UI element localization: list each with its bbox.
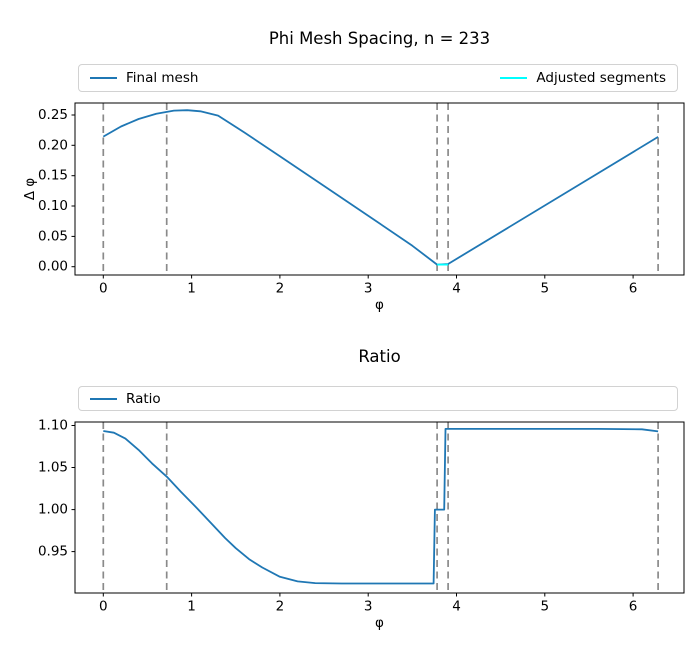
x-tick-label: 3 (364, 599, 373, 615)
plot2-title: Ratio (358, 347, 401, 366)
x-tick-label: 6 (629, 599, 638, 615)
final-mesh-line (102, 109, 659, 266)
plot1-title: Phi Mesh Spacing, n = 233 (268, 29, 491, 48)
x-tick-label: 2 (276, 599, 285, 615)
legend-label-ratio: Ratio (126, 390, 161, 407)
x-tick-label: 3 (364, 281, 373, 297)
x-tick-label: 0 (99, 599, 108, 615)
x-tick-label: 2 (276, 281, 285, 297)
ratio-line-swatch (90, 397, 117, 400)
legend-item-final-mesh: Final mesh (90, 70, 198, 86)
ratio-line (103, 427, 659, 585)
x-tick-label: 4 (452, 281, 461, 297)
y-tick-label: 1.10 (38, 418, 68, 434)
y-tick-label: 1.05 (38, 460, 68, 476)
x-tick-label: 0 (99, 281, 108, 297)
legend-item-ratio: Ratio (90, 391, 161, 407)
y-tick-label: 0.00 (38, 259, 68, 275)
plot2-legend: Ratio (78, 386, 678, 411)
legend-item-adjusted-segments: Adjusted segments (500, 70, 666, 86)
x-tick-label: 4 (452, 599, 461, 615)
y-tick-label: 0.10 (38, 198, 68, 214)
y-tick-label: 0.25 (38, 107, 68, 123)
mesh-axes-spines (74, 102, 685, 276)
y-tick-label: 0.15 (38, 168, 68, 184)
plot1-legend: Final mesh Adjusted segments (78, 64, 678, 92)
x-tick-label: 5 (541, 281, 550, 297)
y-tick-label: 0.20 (38, 137, 68, 153)
x-tick-label: 1 (187, 281, 196, 297)
x-tick-label: 5 (541, 599, 550, 615)
mesh-y-axis-label: Δ φ (22, 178, 38, 201)
y-tick-label: 0.05 (38, 228, 68, 244)
ratio-axes-spines (74, 421, 685, 594)
legend-label-final-mesh: Final mesh (126, 70, 199, 86)
adjusted-segments-line-swatch (500, 77, 528, 79)
final-mesh-line-swatch (90, 77, 117, 79)
y-tick-label: 0.95 (38, 544, 68, 560)
x-tick-label: 6 (629, 281, 638, 297)
mesh-x-axis-label: φ (375, 297, 384, 313)
y-tick-label: 1.00 (38, 502, 68, 518)
ratio-x-axis-label: φ (375, 615, 384, 631)
x-tick-label: 1 (187, 599, 196, 615)
legend-label-adjusted-segments: Adjusted segments (536, 70, 666, 86)
